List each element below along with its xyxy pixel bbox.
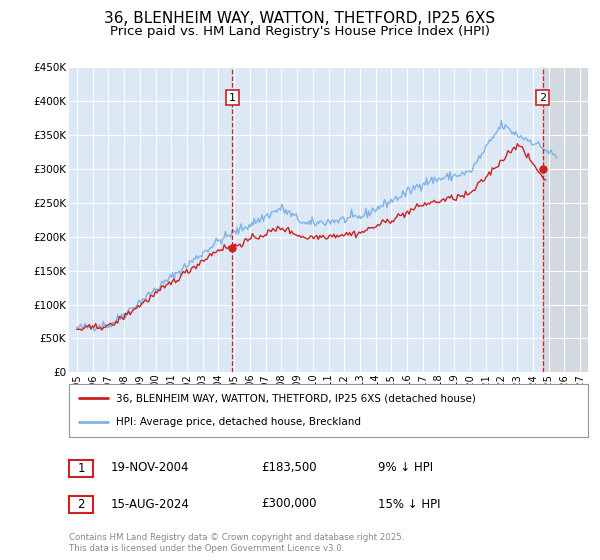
Line: HPI: Average price, detached house, Breckland: HPI: Average price, detached house, Brec… — [77, 120, 557, 330]
HPI: Average price, detached house, Breckland: (2.02e+03, 3.72e+05): Average price, detached house, Breckland… — [498, 116, 505, 123]
Text: HPI: Average price, detached house, Breckland: HPI: Average price, detached house, Brec… — [116, 417, 361, 427]
Text: 2: 2 — [77, 498, 85, 511]
Text: £183,500: £183,500 — [261, 461, 317, 474]
36, BLENHEIM WAY, WATTON, THETFORD, IP25 6XS (detached house) — [470, 187, 477, 194]
Text: 15-AUG-2024: 15-AUG-2024 — [111, 497, 190, 511]
36, BLENHEIM WAY, WATTON, THETFORD, IP25 6XS (detached house) — [514, 141, 521, 147]
36, BLENHEIM WAY, WATTON, THETFORD, IP25 6XS (detached house) — [542, 176, 549, 183]
36, BLENHEIM WAY, WATTON, THETFORD, IP25 6XS (detached house) — [354, 231, 361, 238]
HPI: Average price, detached house, Breckland: (2e+03, 1.47e+05): Average price, detached house, Breckland… — [173, 269, 181, 276]
Line: 36, BLENHEIM WAY, WATTON, THETFORD, IP25 6XS (detached house): 36, BLENHEIM WAY, WATTON, THETFORD, IP25… — [77, 144, 545, 330]
Text: 9% ↓ HPI: 9% ↓ HPI — [378, 461, 433, 474]
HPI: Average price, detached house, Breckland: (2e+03, 8.08e+04): Average price, detached house, Breckland… — [122, 314, 129, 321]
Text: 19-NOV-2004: 19-NOV-2004 — [111, 461, 190, 474]
Text: Price paid vs. HM Land Registry's House Price Index (HPI): Price paid vs. HM Land Registry's House … — [110, 25, 490, 38]
Text: 36, BLENHEIM WAY, WATTON, THETFORD, IP25 6XS: 36, BLENHEIM WAY, WATTON, THETFORD, IP25… — [104, 11, 496, 26]
HPI: Average price, detached house, Breckland: (2.03e+03, 3.16e+05): Average price, detached house, Breckland… — [553, 155, 560, 161]
Text: 1: 1 — [77, 461, 85, 475]
HPI: Average price, detached house, Breckland: (2.01e+03, 2.24e+05): Average price, detached house, Breckland… — [334, 217, 341, 223]
Bar — [543, 67, 588, 372]
Text: 36, BLENHEIM WAY, WATTON, THETFORD, IP25 6XS (detached house): 36, BLENHEIM WAY, WATTON, THETFORD, IP25… — [116, 394, 476, 404]
Text: 2: 2 — [539, 93, 546, 102]
Text: 15% ↓ HPI: 15% ↓ HPI — [378, 497, 440, 511]
HPI: Average price, detached house, Breckland: (2e+03, 1.23e+05): Average price, detached house, Breckland… — [156, 286, 163, 293]
36, BLENHEIM WAY, WATTON, THETFORD, IP25 6XS (detached house) — [73, 326, 80, 333]
Text: Contains HM Land Registry data © Crown copyright and database right 2025.
This d: Contains HM Land Registry data © Crown c… — [69, 533, 404, 553]
Text: 1: 1 — [229, 93, 236, 102]
HPI: Average price, detached house, Breckland: (2e+03, 6.16e+04): Average price, detached house, Breckland… — [91, 327, 98, 334]
36, BLENHEIM WAY, WATTON, THETFORD, IP25 6XS (detached house) — [352, 234, 359, 241]
36, BLENHEIM WAY, WATTON, THETFORD, IP25 6XS (detached house) — [500, 157, 507, 164]
36, BLENHEIM WAY, WATTON, THETFORD, IP25 6XS (detached house) — [362, 227, 369, 234]
Text: £300,000: £300,000 — [261, 497, 317, 511]
HPI: Average price, detached house, Breckland: (2e+03, 6.67e+04): Average price, detached house, Breckland… — [73, 324, 80, 330]
36, BLENHEIM WAY, WATTON, THETFORD, IP25 6XS (detached house) — [75, 326, 82, 333]
36, BLENHEIM WAY, WATTON, THETFORD, IP25 6XS (detached house) — [78, 327, 85, 334]
HPI: Average price, detached house, Breckland: (2.02e+03, 2.78e+05): Average price, detached house, Breckland… — [430, 180, 437, 187]
HPI: Average price, detached house, Breckland: (2.02e+03, 2.68e+05): Average price, detached house, Breckland… — [403, 188, 410, 194]
